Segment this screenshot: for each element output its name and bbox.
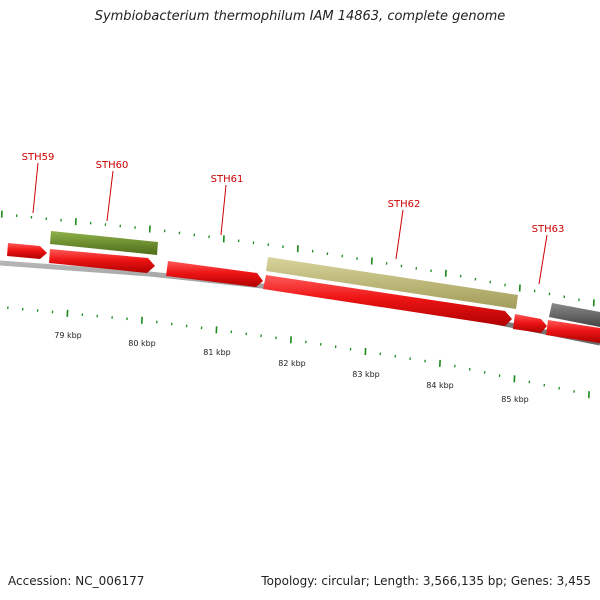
gene-label-sth62[interactable]: STH62	[388, 199, 421, 210]
gene-label-sth59[interactable]: STH59	[22, 152, 55, 163]
gene-sth62-reverse	[266, 257, 518, 309]
gene-label-sth63[interactable]: STH63	[532, 224, 565, 235]
scale-tick-row	[7, 306, 590, 399]
genome-summary-text: Topology: circular; Length: 3,566,135 bp…	[261, 574, 591, 588]
gene-sth63-neighbor-reverse	[549, 303, 600, 327]
gene-sth62-forward	[263, 275, 512, 326]
gene-sth60-forward	[49, 249, 155, 273]
gene-sth59-forward	[7, 243, 47, 259]
scale-label-82kbp: 82 kbp	[278, 359, 306, 368]
gene-label-sth60[interactable]: STH60	[96, 160, 129, 171]
accession-text: Accession: NC_006177	[8, 574, 145, 588]
scale-label-79kbp: 79 kbp	[54, 331, 82, 340]
scale-label-84kbp: 84 kbp	[426, 381, 454, 390]
scale-label-83kbp: 83 kbp	[352, 370, 380, 379]
gene-sth61-forward	[166, 261, 263, 287]
label-line-sth59	[32, 162, 39, 214]
scale-label-85kbp: 85 kbp	[501, 395, 529, 404]
outer-tick-row	[0, 210, 595, 307]
label-line-sth62	[395, 209, 404, 260]
gene-label-sth61[interactable]: STH61	[211, 174, 244, 185]
gene-sth60-reverse	[50, 231, 158, 255]
map-title: Symbiobacterium thermophilum IAM 14863, …	[94, 9, 506, 24]
scale-label-81kbp: 81 kbp	[203, 348, 231, 357]
label-line-sth63	[538, 234, 548, 285]
scale-label-80kbp: 80 kbp	[128, 339, 156, 348]
label-line-sth60	[106, 170, 114, 222]
label-line-sth61	[220, 184, 227, 236]
gene-sth64-forward	[546, 320, 600, 343]
gene-sth63-forward	[513, 314, 547, 333]
